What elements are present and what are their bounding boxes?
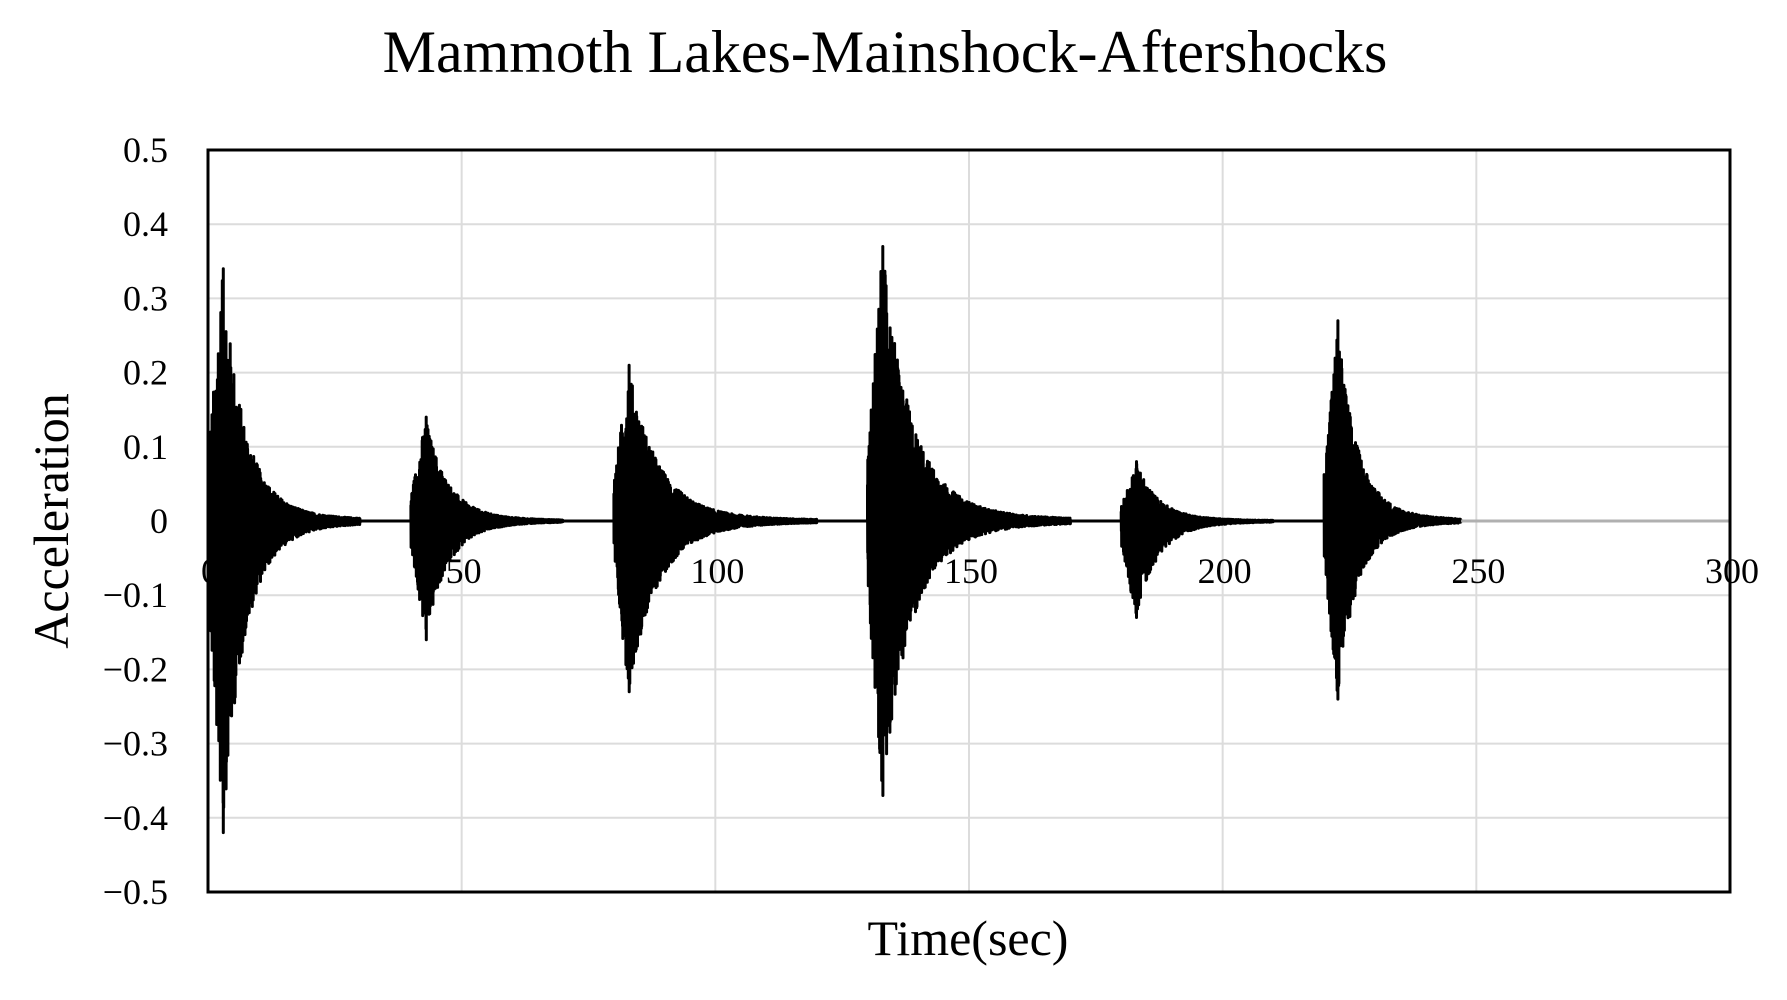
y-tick-label-1: 0.4	[123, 204, 168, 244]
y-tick-label-4: 0.1	[123, 427, 168, 467]
y-tick-label-7: −0.2	[103, 649, 168, 689]
y-tick-labels: 0.5 0.4 0.3 0.2 0.1 0 −0.1 −0.2 −0.3 −0.4 −0.5	[103, 130, 168, 912]
x-tick-label-2: 100	[690, 551, 744, 591]
y-tick-label-0: 0.5	[123, 130, 168, 170]
y-axis-title: Acceleration	[23, 393, 79, 648]
waveform-trace	[206, 245, 1463, 835]
plot-area-border	[206, 148, 1732, 894]
x-tick-label-6: 300	[1705, 551, 1759, 591]
x-tick-label-0: 0	[201, 551, 219, 591]
trace-layer	[206, 245, 1730, 835]
y-tick-label-6: −0.1	[103, 575, 168, 615]
x-tick-label-4: 200	[1198, 551, 1252, 591]
x-axis-title: Time(sec)	[868, 910, 1069, 966]
y-tick-label-3: 0.2	[123, 353, 168, 393]
x-tick-labels: 0 50 100 150 200 250 300	[201, 551, 1759, 591]
y-tick-label-2: 0.3	[123, 278, 168, 318]
x-tick-label-1: 50	[446, 551, 482, 591]
y-tick-label-5: 0	[150, 501, 168, 541]
x-tick-label-3: 150	[944, 551, 998, 591]
y-tick-label-9: −0.4	[103, 798, 168, 838]
y-tick-label-8: −0.3	[103, 724, 168, 764]
y-tick-label-10: −0.5	[103, 872, 168, 912]
x-tick-label-5: 250	[1451, 551, 1505, 591]
chart-title: Mammoth Lakes-Mainshock-Aftershocks	[383, 19, 1388, 85]
